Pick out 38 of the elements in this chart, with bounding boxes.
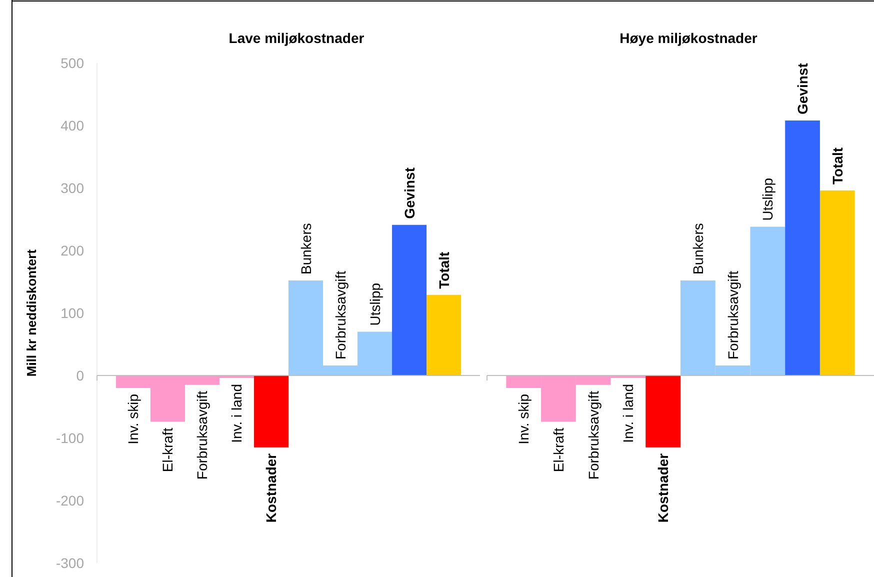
x-tick-label: Inv. i land <box>620 384 636 443</box>
x-tick-label: Bunkers <box>298 223 314 274</box>
x-tick-label: Bunkers <box>690 223 706 274</box>
bar <box>646 376 680 448</box>
bar <box>785 120 820 376</box>
x-tick-label: Totalt <box>829 147 846 184</box>
y-tick-label: -100 <box>56 430 84 446</box>
x-tick-label: Forbruksavgift <box>585 390 602 480</box>
x-tick-label: Totalt <box>436 251 452 289</box>
x-tick-label: Inv. skip <box>516 394 532 444</box>
chart-title: Lave miljøkostnader <box>228 30 365 46</box>
x-tick-label: El-kraft <box>550 428 566 472</box>
x-tick-label: Forbruksavgift <box>194 390 210 480</box>
bar <box>392 224 427 376</box>
x-tick-label: Inv. i land <box>228 384 245 443</box>
bar <box>254 376 288 448</box>
y-tick-label: -300 <box>56 554 84 571</box>
x-tick-label: Utslipp <box>760 178 776 221</box>
bar <box>820 190 855 376</box>
x-tick-label: Gevinst <box>794 62 811 114</box>
y-tick-label: 200 <box>60 242 84 258</box>
x-tick-label: Forbruksavgift <box>724 270 741 360</box>
x-tick-label: Kostnader <box>263 452 280 523</box>
y-tick-label: 0 <box>76 367 84 384</box>
y-tick-label: 300 <box>60 180 84 196</box>
x-tick-label: Utslipp <box>366 282 383 326</box>
x-tick-label: El-kraft <box>160 428 176 472</box>
x-tick-label: Inv. skip <box>125 394 142 444</box>
x-tick-label: Kostnader <box>655 452 672 523</box>
x-tick-label: Forbruksavgift <box>332 270 348 360</box>
y-tick-label: 400 <box>60 117 84 134</box>
chart-title: Høye miljøkostnader <box>620 30 758 46</box>
y-tick-label: -200 <box>56 492 84 508</box>
x-tick-label: Gevinst <box>401 167 418 219</box>
bar <box>426 294 462 376</box>
y-tick-label: 500 <box>60 54 84 71</box>
y-tick-label: 100 <box>60 304 84 321</box>
y-axis-title: Mill kr neddiskontert <box>24 248 39 377</box>
